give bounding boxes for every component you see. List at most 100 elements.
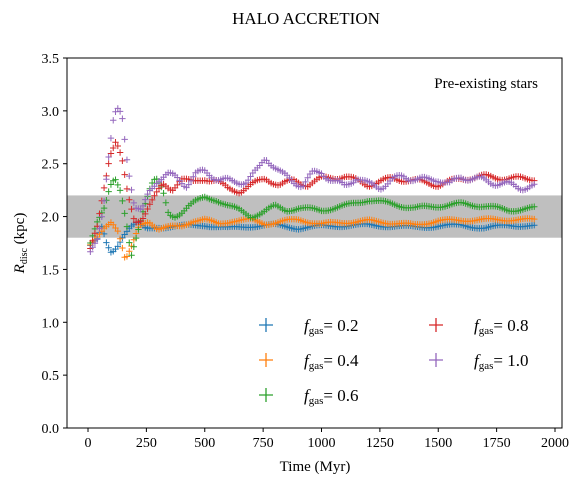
data-point	[139, 215, 147, 222]
data-point	[123, 223, 131, 230]
y-tick-label: 2.0	[42, 211, 60, 226]
legend-label: fgas= 0.8	[474, 316, 529, 337]
data-point	[132, 234, 140, 242]
data-point	[130, 199, 138, 207]
data-point	[531, 203, 538, 210]
legend-item: fgas= 0.6	[259, 386, 359, 407]
data-point	[110, 117, 117, 124]
data-point	[128, 205, 135, 213]
legend-marker	[429, 353, 443, 367]
legend-marker	[429, 318, 443, 332]
series-10	[87, 105, 538, 255]
data-point	[119, 115, 126, 122]
data-point	[116, 187, 124, 194]
data-point	[103, 239, 110, 246]
legend-label-main: f	[474, 316, 481, 335]
data-point	[114, 181, 122, 189]
data-point	[185, 181, 192, 188]
data-point	[112, 138, 119, 146]
axes-frame	[66, 57, 563, 429]
data-point	[105, 244, 112, 251]
data-point	[107, 134, 115, 142]
data-point	[144, 205, 151, 213]
y-tick-label: 3.0	[42, 105, 60, 120]
data-point	[160, 190, 167, 197]
data-point	[119, 244, 126, 252]
legend-item: fgas= 0.4	[259, 351, 359, 372]
legend-label-value: = 0.2	[323, 316, 358, 335]
pre-existing-stars-annotation: Pre-existing stars	[434, 76, 538, 92]
data-point	[116, 149, 124, 156]
series-04	[87, 215, 538, 261]
y-tick-label: 0.5	[42, 369, 60, 384]
legend-label-sub: gas	[479, 360, 494, 372]
y-axis-ticks: 0.0 0.5 1.0 1.5 2.0 2.5 3.0 3.5	[42, 52, 67, 437]
x-tick-label: 500	[194, 436, 215, 451]
data-point	[148, 179, 156, 187]
x-tick-label: 1250	[366, 436, 394, 451]
data-point	[135, 226, 142, 233]
data-point	[531, 215, 538, 223]
legend-label-main: f	[304, 351, 311, 370]
data-point	[126, 196, 133, 203]
legend-label-main: f	[304, 386, 311, 405]
data-point	[123, 156, 131, 163]
data-point	[105, 188, 112, 195]
data-point	[103, 176, 110, 183]
data-point	[89, 244, 96, 251]
legend-label-sub: gas	[309, 395, 324, 407]
data-point	[531, 222, 538, 229]
data-point	[87, 248, 94, 255]
plot-area	[67, 105, 562, 261]
data-point	[100, 197, 108, 205]
data-point	[126, 239, 133, 246]
data-point	[144, 190, 151, 198]
legend-label-main: f	[304, 316, 311, 335]
data-point	[137, 206, 144, 213]
x-tick-label: 0	[85, 436, 92, 451]
x-axis-ticks: 0 250 500 750 1000 1250 1500 1750 2000	[85, 428, 569, 451]
shaded-band	[67, 195, 562, 238]
data-point	[146, 201, 154, 208]
data-point	[128, 252, 135, 259]
data-point	[112, 176, 119, 183]
data-point	[142, 196, 149, 203]
data-point	[114, 243, 122, 250]
legend-label: fgas= 1.0	[474, 351, 529, 372]
legend-marker	[259, 353, 273, 367]
series-layer	[87, 105, 538, 261]
data-point	[94, 236, 101, 243]
data-point	[123, 185, 131, 193]
x-tick-label: 1500	[424, 436, 452, 451]
data-point	[153, 188, 160, 196]
data-point	[174, 181, 181, 189]
legend-item: fgas= 1.0	[429, 351, 529, 372]
x-tick-label: 1750	[483, 436, 511, 451]
chart-title: HALO ACCRETION	[232, 9, 380, 28]
data-point	[121, 136, 128, 143]
x-tick-label: 2000	[541, 436, 569, 451]
legend-marker	[259, 318, 273, 332]
data-point	[91, 240, 99, 247]
y-tick-label: 1.0	[42, 316, 60, 331]
data-point	[107, 181, 115, 188]
legend-label-sub: gas	[309, 325, 324, 337]
data-point	[299, 182, 307, 190]
legend-label-value: = 0.6	[323, 386, 358, 405]
data-point	[107, 150, 115, 157]
data-point	[130, 243, 138, 250]
data-point	[105, 153, 112, 161]
data-point	[105, 160, 112, 167]
data-point	[148, 196, 156, 204]
y-tick-label: 2.5	[42, 158, 60, 173]
data-point	[116, 235, 124, 243]
data-point	[123, 253, 131, 260]
legend-marker	[259, 388, 273, 402]
data-point	[100, 204, 108, 212]
data-point	[116, 108, 124, 115]
x-tick-label: 750	[253, 436, 274, 451]
data-point	[114, 142, 122, 150]
data-point	[130, 215, 138, 222]
